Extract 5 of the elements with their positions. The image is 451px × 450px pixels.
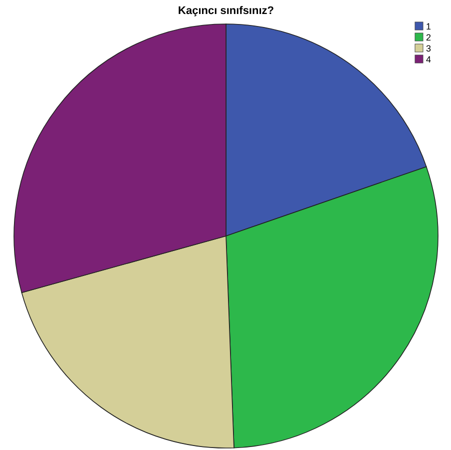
legend-label: 3: [426, 44, 432, 54]
legend-label: 4: [426, 54, 432, 64]
chart-title: Kaçıncı sınıfsınız?: [178, 5, 274, 17]
legend-label: 2: [426, 32, 432, 42]
legend-label: 1: [426, 22, 432, 32]
